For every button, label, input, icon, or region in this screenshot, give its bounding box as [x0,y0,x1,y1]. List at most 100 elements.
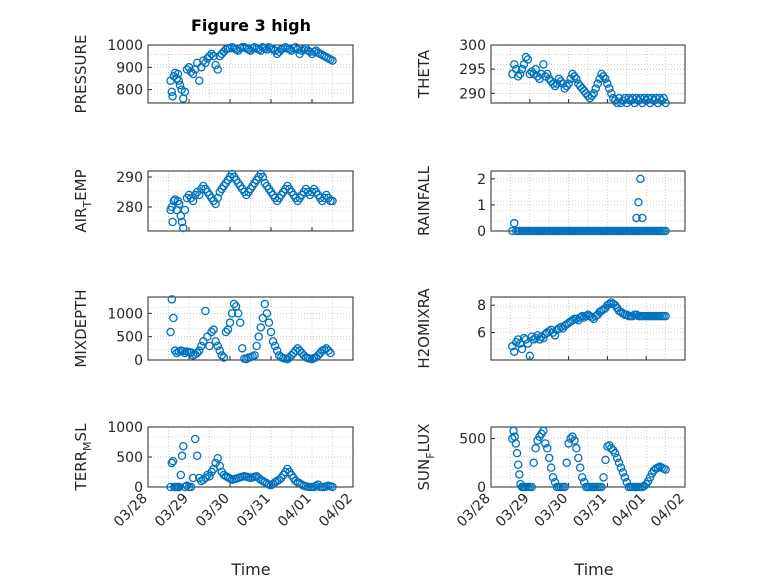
y-tick-label: 300 [459,38,486,54]
data-point [515,470,524,479]
data-point [305,47,315,56]
data-point [521,52,531,62]
data-point [601,455,610,465]
y-axis-label-sub: M [81,441,94,451]
data-point [515,69,525,79]
data-point [209,325,218,334]
y-axis-label-main: PRESSURE [72,35,90,114]
y-axis-label-main: THETA [415,49,433,99]
y-axis-label: H2OMIXRA [415,288,433,369]
data-point [201,306,210,316]
data-point [235,318,245,327]
y-tick-label: 0 [134,480,143,496]
y-axis-label: RAINFALL [415,165,433,236]
subplot-rainfall: 0 1 2 RAINFALL [415,165,686,240]
data-point [192,451,202,461]
y-tick-label: 290 [459,86,486,102]
data-point [655,93,665,103]
data-point [509,426,518,436]
data-point [517,344,527,354]
data-point [510,347,519,357]
y-tick-label: 500 [116,330,143,346]
data-point [169,313,178,323]
data-point [178,346,188,356]
data-point [179,441,188,451]
data-point [603,79,612,88]
y-axis-label: MIXDEPTH [72,289,90,367]
data-point [182,65,192,74]
data-point [543,69,552,79]
data-point [599,72,608,81]
y-tick-label: 0 [477,224,486,240]
y-tick-label: 1000 [107,38,143,54]
x-tick-label: 03/30 [193,491,233,531]
data-point [638,213,647,223]
data-point [556,77,566,86]
axes-box [490,44,686,104]
x-axis-label-left: Time [230,560,270,579]
data-point [217,351,227,360]
data-point [562,81,571,91]
data-point [211,60,220,70]
data-point [607,89,616,98]
axes-box [147,426,354,488]
data-point [190,434,200,444]
data-point [207,49,216,59]
data-point [205,341,214,351]
data-point [168,456,178,466]
data-point [221,327,231,337]
data-point [525,351,535,361]
y-tick-label: 280 [116,200,143,216]
data-point [612,453,622,463]
data-point [260,299,270,309]
data-point [213,341,222,351]
data-point [167,458,177,468]
subplot-sun_flux: 0 500 SUNFLUX 03/2803/2903/3003/3104/0104/0… [415,424,688,531]
data-point [328,196,337,206]
data-point [192,348,202,358]
data-point [616,463,626,472]
data-point [274,475,284,485]
data-point [326,348,335,358]
y-axis-label-tail: SL [72,423,90,442]
data-point [523,55,533,64]
data-point [661,98,670,108]
data-point [233,309,243,318]
y-axis-label: PRESSURE [72,35,90,114]
subplot-theta: 290 295 300 THETA [415,38,686,108]
data-point [328,482,337,492]
data-point [513,72,523,81]
axes-box [490,296,686,361]
y-axis-label-main: TERR [72,451,90,492]
data-point [560,482,569,492]
data-point [605,299,614,309]
data-point [272,346,282,355]
y-axis-label-main: SUN [415,459,433,491]
data-point [213,65,222,74]
data-point [188,69,198,79]
data-point [238,344,247,353]
data-point [634,198,643,207]
data-point [572,444,581,453]
data-point [593,79,602,88]
data-point [527,482,536,492]
data-point [618,468,628,477]
y-axis-label: THETA [415,49,433,99]
data-point [197,341,206,351]
data-point [186,482,196,492]
data-point [201,58,210,68]
data-point [174,76,183,85]
data-point [601,74,610,84]
data-point [575,313,585,322]
x-tick-label: 04/01 [609,491,649,531]
y-tick-label: 6 [477,326,486,342]
data-point [176,211,186,221]
data-point [264,318,274,327]
data-point [293,45,302,54]
data-point [510,218,519,228]
y-tick-label: 8 [477,298,486,314]
data-point [166,327,175,337]
y-tick-label: 0 [134,353,143,369]
data-point [203,332,212,341]
